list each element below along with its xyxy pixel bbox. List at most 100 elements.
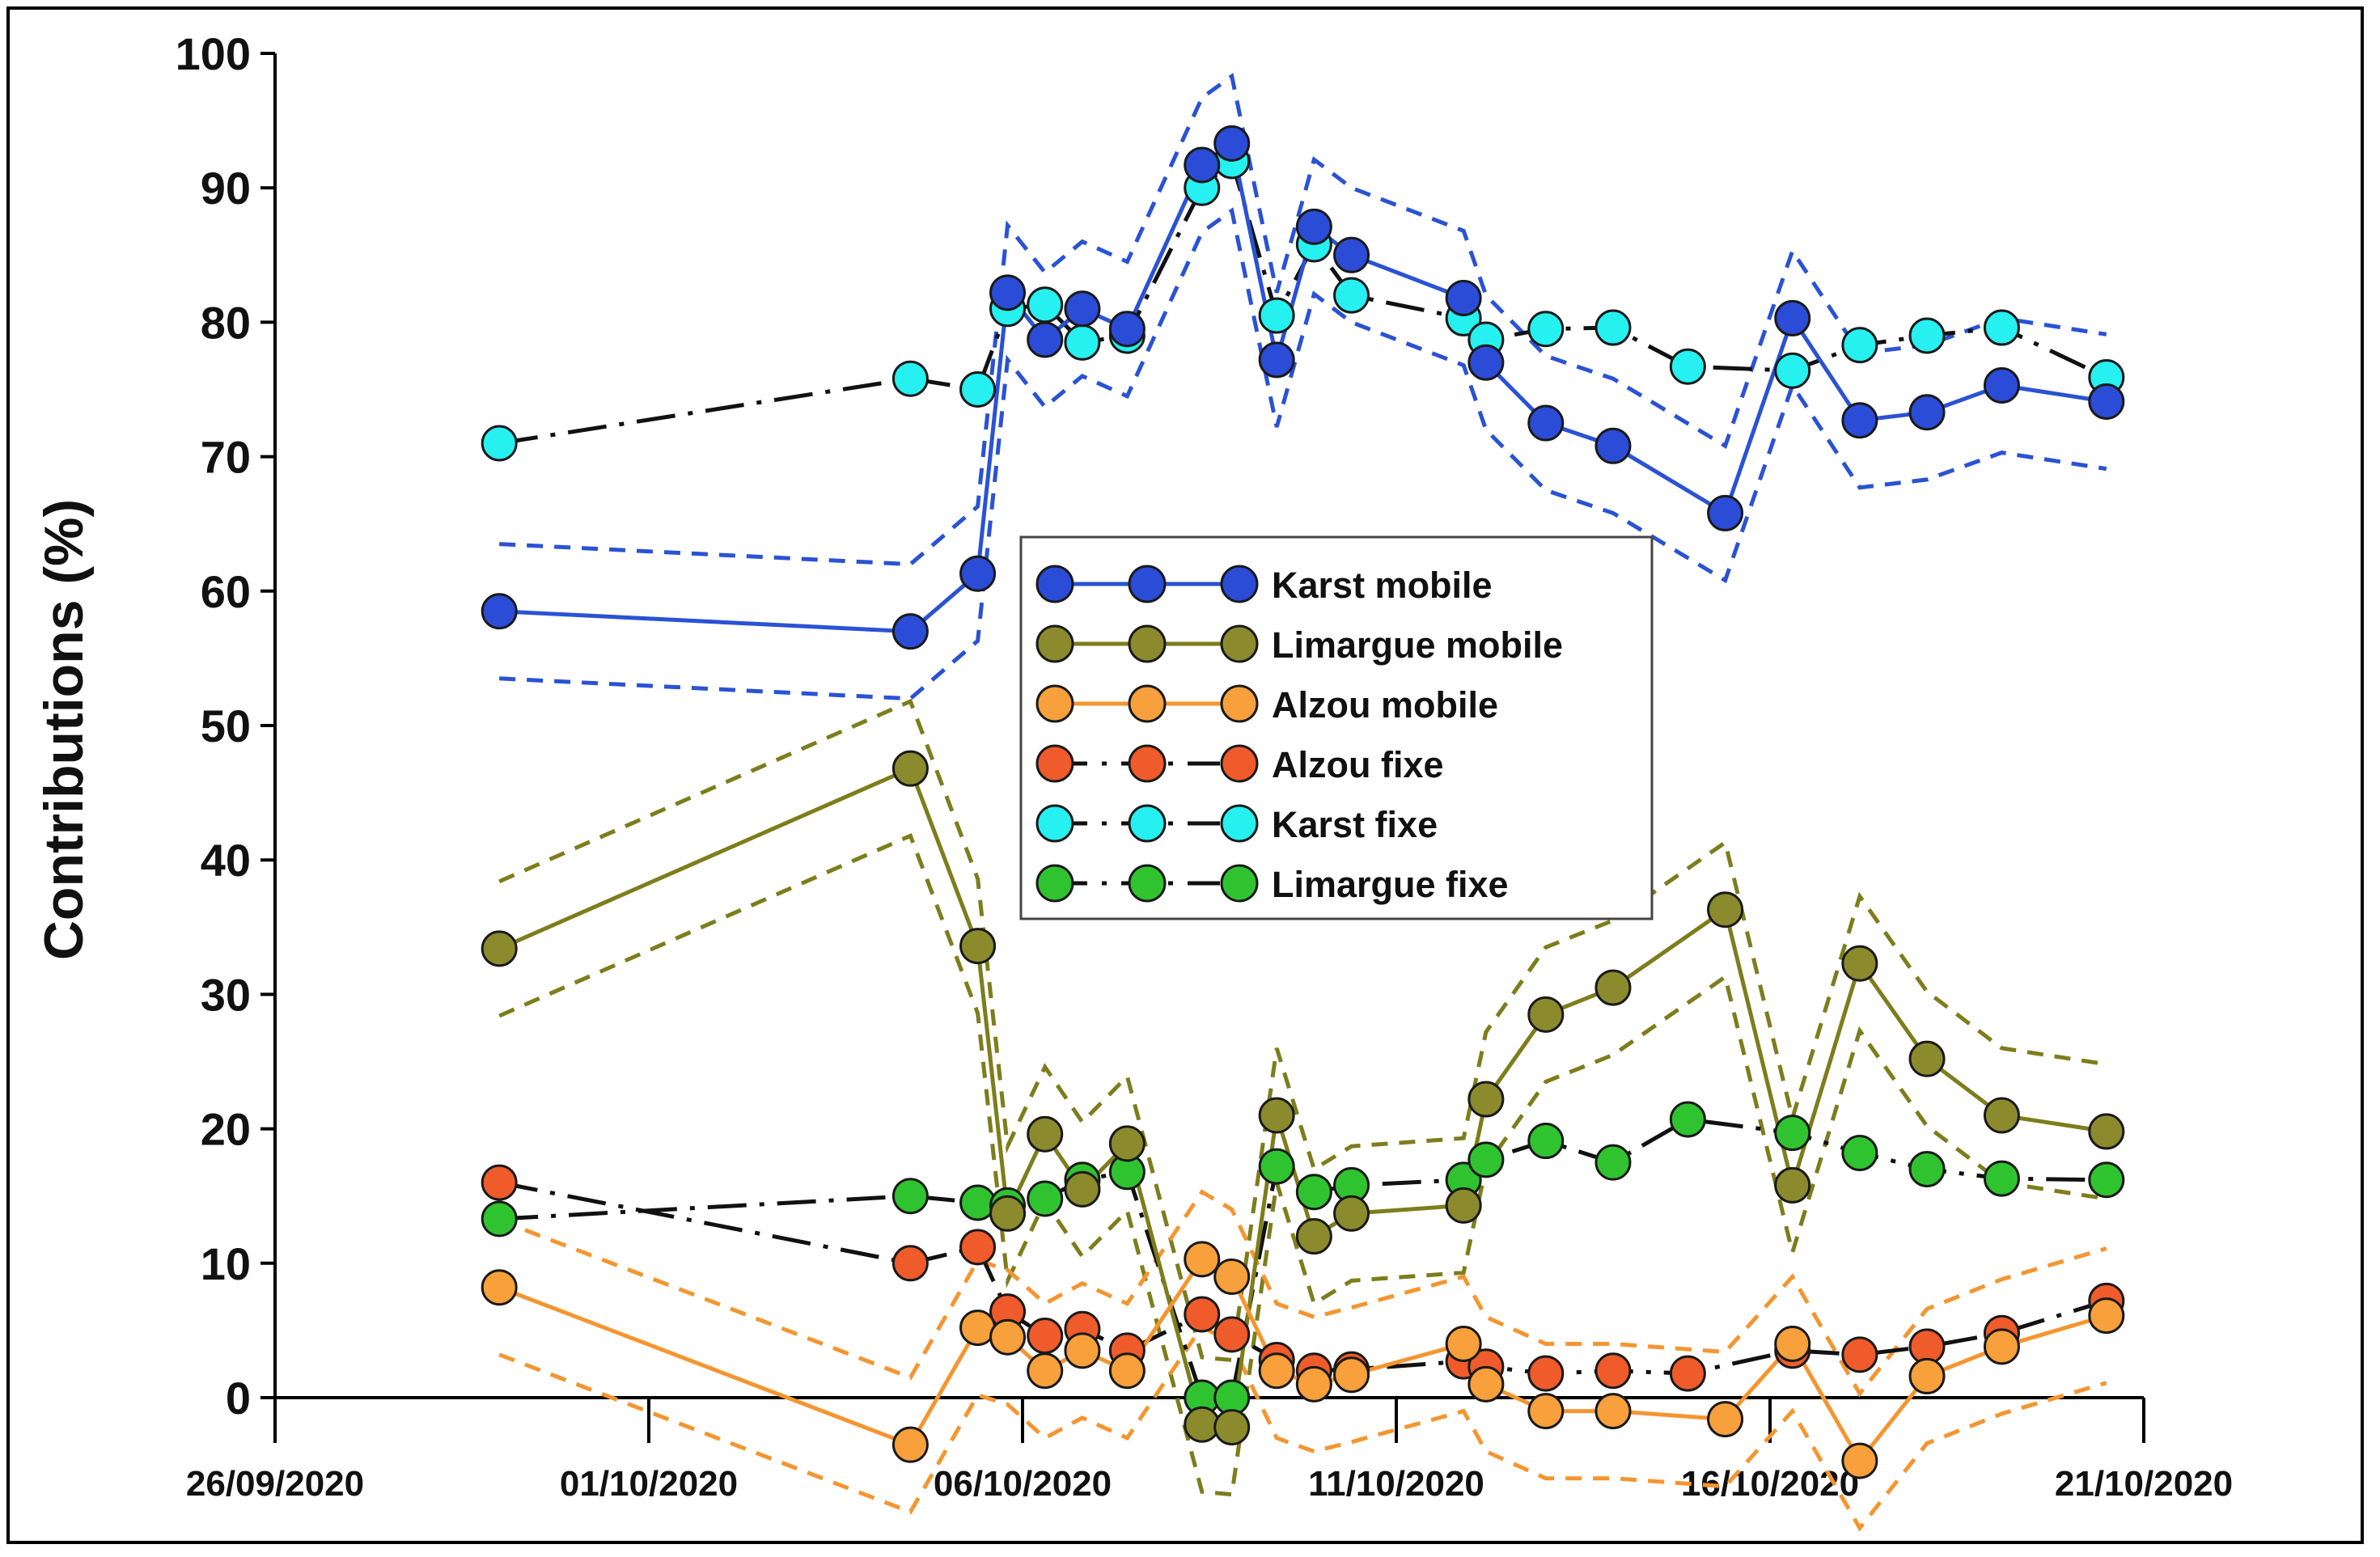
legend-marker-karst_fixe [1220, 804, 1259, 843]
karst_mobile-lower-band [499, 207, 2107, 701]
karst_mobile-point [1774, 299, 1811, 336]
limargue_fixe-point [1467, 1141, 1505, 1178]
y-axis-label: Contributions (%) [33, 499, 95, 960]
karst_mobile-point [1467, 344, 1505, 381]
legend-marker-karst_fixe [1128, 804, 1167, 843]
alzou_mobile-point [1774, 1326, 1811, 1363]
alzou_mobile-lower-band [498, 1323, 2107, 1532]
alzou_fixe-point [1184, 1296, 1221, 1333]
legend-label-limargue_fixe: Limargue fixe [1272, 864, 1509, 905]
limargue_fixe-point [1258, 1148, 1295, 1185]
karst_fixe-point [1333, 277, 1370, 314]
karst_mobile-point [989, 274, 1027, 311]
karst_mobile-point [1908, 394, 1946, 431]
karst_fixe-point [1594, 309, 1632, 346]
karst_mobile-point [1184, 146, 1221, 184]
limargue_fixe-point [1027, 1180, 1064, 1217]
limargue_mobile-point [959, 928, 997, 965]
legend-marker-karst_fixe [1035, 804, 1074, 843]
karst_fixe-point [1064, 324, 1101, 361]
karst_mobile-point [1707, 494, 1744, 531]
karst_mobile-point [1333, 236, 1370, 273]
alzou_mobile-point [1983, 1328, 2020, 1365]
karst_fixe-line [498, 159, 2107, 446]
karst_mobile-point [1841, 402, 1878, 439]
karst_fixe-point [1258, 297, 1295, 334]
limargue_mobile-point [1258, 1097, 1295, 1134]
alzou_mobile-upper-band [498, 1189, 2107, 1398]
limargue_mobile-point [1108, 1125, 1146, 1162]
y-tick-label: 0 [226, 1373, 251, 1424]
axes: 0 10 20 30 40 50 60 70 80 90 100 26/09/2020 01/10/20… [176, 28, 2234, 1504]
alzou_mobile-point [1108, 1352, 1146, 1390]
legend-marker-karst_mobile [1220, 565, 1259, 603]
karst_fixe-point [959, 371, 997, 408]
limargue_mobile-point [1184, 1406, 1221, 1443]
karst_fixe-point [1527, 311, 1565, 348]
limargue_mobile-point [1333, 1195, 1370, 1232]
alzou_fixe-point [481, 1164, 518, 1201]
limargue_mobile-point [989, 1195, 1027, 1232]
legend-marker-alzou_mobile [1220, 684, 1259, 723]
karst_mobile-upper-band [499, 73, 2107, 567]
legend-label-karst_fixe: Karst fixe [1272, 804, 1438, 845]
karst_mobile-point [959, 555, 997, 592]
karst_fixe-point [1841, 327, 1878, 364]
karst_mobile-point [1527, 404, 1565, 442]
legend-box [1019, 535, 1654, 920]
alzou_mobile-point [989, 1318, 1027, 1356]
x-tick-label: 01/10/2020 [560, 1464, 738, 1504]
y-tick-label: 40 [201, 835, 251, 886]
legend-label-alzou_fixe: Alzou fixe [1272, 744, 1444, 785]
alzou_mobile-point [891, 1426, 929, 1463]
series-markers [481, 125, 2125, 1479]
legend-marker-alzou_fixe [1128, 744, 1167, 783]
chart-canvas: 0 10 20 30 40 50 60 70 80 90 100 26/09/2020 01/10/20… [33, 28, 2234, 1532]
x-tick-label: 06/10/2020 [934, 1464, 1112, 1504]
alzou_mobile-point [1064, 1332, 1101, 1369]
limargue_mobile-point [1841, 945, 1878, 982]
alzou_mobile-point [1908, 1357, 1946, 1394]
legend-label-karst_mobile: Karst mobile [1272, 565, 1493, 606]
limargue_fixe-point [1669, 1101, 1706, 1138]
limargue_mobile-point [1064, 1170, 1101, 1208]
limargue_fixe-point [481, 1200, 518, 1238]
karst_mobile-point [891, 613, 929, 650]
karst_fixe-point [1774, 352, 1811, 389]
karst_mobile-point [1213, 125, 1251, 162]
legend-label-alzou_mobile: Alzou mobile [1272, 684, 1498, 726]
limargue_mobile-point [1213, 1409, 1251, 1446]
limargue_fixe-point [1594, 1144, 1632, 1181]
karst_mobile-point [1983, 367, 2020, 404]
karst_mobile-point [1027, 321, 1064, 358]
karst_mobile-point [1445, 279, 1482, 316]
limargue_fixe-point [2088, 1161, 2125, 1199]
limargue_mobile-point [1527, 996, 1565, 1033]
karst_mobile-point [1064, 290, 1101, 328]
y-tick-label: 10 [201, 1238, 251, 1289]
legend-marker-karst_mobile [1128, 565, 1167, 603]
limargue_fixe-point [1295, 1174, 1332, 1211]
legend-marker-limargue_mobile [1035, 624, 1074, 663]
alzou_fixe-point [1841, 1336, 1878, 1373]
alzou_mobile-point [1445, 1326, 1482, 1363]
legend-marker-karst_mobile [1035, 565, 1074, 603]
legend-marker-alzou_fixe [1035, 744, 1074, 783]
alzou_fixe-line [498, 1180, 2107, 1376]
alzou_fixe-point [1594, 1352, 1632, 1390]
karst_mobile-point [1594, 427, 1632, 464]
limargue_mobile-point [1983, 1097, 2020, 1134]
alzou_mobile-point [481, 1269, 518, 1306]
limargue_fixe-point [1841, 1135, 1878, 1172]
limargue_mobile-point [1707, 891, 1744, 929]
chart-frame: 0 10 20 30 40 50 60 70 80 90 100 26/09/2020 01/10/20… [6, 6, 2364, 1544]
limargue_fixe-point [891, 1178, 929, 1215]
limargue_fixe-point [1908, 1150, 1946, 1187]
alzou_fixe-point [1213, 1316, 1251, 1353]
limargue_mobile-point [1594, 969, 1632, 1006]
limargue_fixe-point [1527, 1123, 1565, 1160]
karst_mobile-point [481, 593, 518, 630]
legend-label-limargue_mobile: Limargue mobile [1272, 624, 1563, 666]
limargue_mobile-point [1027, 1115, 1064, 1153]
karst_mobile-point [2088, 383, 2125, 420]
